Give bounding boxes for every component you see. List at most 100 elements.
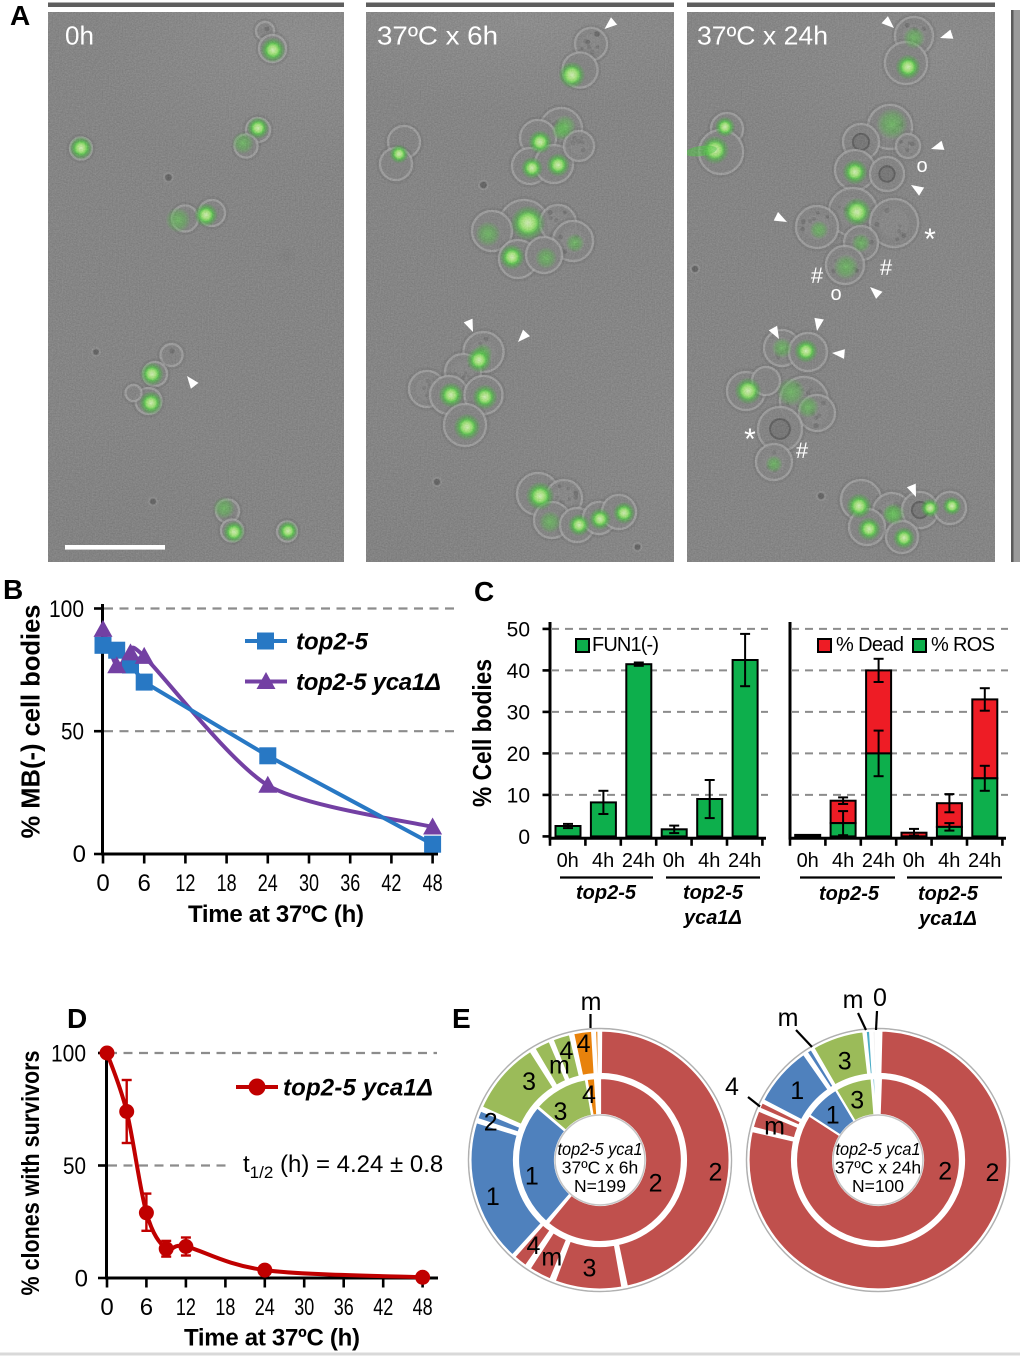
svg-text:Time at 37ºC (h): Time at 37ºC (h) <box>184 1325 360 1352</box>
svg-text:30: 30 <box>299 870 319 897</box>
svg-text:0h: 0h <box>557 850 579 872</box>
svg-text:top2-5: top2-5 <box>918 883 979 905</box>
svg-text:t1/2 (h) = 4.24 ± 0.8: t1/2 (h) = 4.24 ± 0.8 <box>243 1151 443 1182</box>
svg-text:4: 4 <box>582 1081 596 1109</box>
svg-text:m: m <box>764 1112 785 1140</box>
svg-text:4: 4 <box>559 1037 573 1065</box>
svg-text:0h: 0h <box>797 850 819 872</box>
svg-text:m: m <box>581 988 602 1016</box>
svg-text:top2-5: top2-5 <box>576 882 637 904</box>
svg-text:top2-5 yca1: top2-5 yca1 <box>836 1139 921 1159</box>
svg-text:1: 1 <box>790 1077 804 1105</box>
svg-text:0: 0 <box>518 826 530 849</box>
svg-text:top2-5 yca1Δ: top2-5 yca1Δ <box>283 1075 433 1102</box>
svg-text:37ºC x 6h: 37ºC x 6h <box>377 21 498 51</box>
svg-text:E: E <box>452 1003 471 1034</box>
svg-text:Time at 37ºC (h): Time at 37ºC (h) <box>188 901 364 928</box>
svg-text:37ºC x 24h: 37ºC x 24h <box>697 21 828 51</box>
svg-text:B: B <box>3 574 23 605</box>
svg-text:N=100: N=100 <box>852 1176 904 1196</box>
svg-text:0h: 0h <box>663 850 685 872</box>
svg-text:4: 4 <box>527 1232 541 1260</box>
svg-text:37ºC x 6h: 37ºC x 6h <box>562 1158 638 1178</box>
svg-text:A: A <box>10 0 30 31</box>
svg-text:top2-5: top2-5 <box>819 883 880 905</box>
svg-text:o: o <box>916 155 927 177</box>
svg-text:24: 24 <box>258 870 278 897</box>
svg-text:50: 50 <box>63 1153 86 1180</box>
svg-text:*: * <box>924 223 936 256</box>
svg-text:top2-5 yca1: top2-5 yca1 <box>558 1139 643 1159</box>
svg-text:yca1Δ: yca1Δ <box>683 907 742 929</box>
svg-text:36: 36 <box>334 1294 354 1321</box>
svg-text:36: 36 <box>340 870 360 897</box>
svg-text:18: 18 <box>215 1294 235 1321</box>
svg-text:4: 4 <box>725 1073 739 1101</box>
svg-text:20: 20 <box>507 743 530 766</box>
svg-text:100: 100 <box>51 1041 86 1068</box>
svg-text:0h: 0h <box>903 850 925 872</box>
svg-text:50: 50 <box>507 618 530 641</box>
svg-text:0: 0 <box>96 870 109 897</box>
svg-text:yca1Δ: yca1Δ <box>918 908 977 930</box>
svg-text:2: 2 <box>985 1159 999 1187</box>
svg-text:1: 1 <box>525 1163 539 1191</box>
svg-text:% ROS: % ROS <box>931 634 995 656</box>
svg-text:top2-5: top2-5 <box>683 882 744 904</box>
svg-text:12: 12 <box>176 1294 196 1321</box>
svg-text:48: 48 <box>413 1294 433 1321</box>
svg-text:3: 3 <box>838 1047 852 1075</box>
svg-text:1: 1 <box>826 1102 840 1130</box>
svg-text:3: 3 <box>583 1255 597 1283</box>
svg-text:0h: 0h <box>65 21 94 51</box>
svg-text:37ºC x 24h: 37ºC x 24h <box>835 1158 921 1178</box>
svg-text:24h: 24h <box>862 850 895 872</box>
svg-text:#: # <box>880 255 893 280</box>
svg-text:o: o <box>830 283 841 305</box>
svg-text:30: 30 <box>294 1294 314 1321</box>
svg-text:% clones with survivors: % clones with survivors <box>17 1051 45 1296</box>
svg-text:0: 0 <box>75 1266 88 1293</box>
svg-text:30: 30 <box>507 701 530 724</box>
svg-text:top2-5 yca1Δ: top2-5 yca1Δ <box>296 669 441 696</box>
svg-text:6: 6 <box>138 870 151 897</box>
svg-text:24: 24 <box>255 1294 275 1321</box>
svg-text:top2-5: top2-5 <box>296 629 369 656</box>
svg-text:% Dead: % Dead <box>836 634 904 656</box>
svg-text:24h: 24h <box>728 850 761 872</box>
svg-text:FUN1(-): FUN1(-) <box>592 634 659 656</box>
svg-text:2: 2 <box>484 1108 498 1136</box>
svg-text:4h: 4h <box>592 850 614 872</box>
svg-text:40: 40 <box>507 660 530 683</box>
svg-text:m: m <box>541 1244 562 1272</box>
svg-text:% MB(-) cell bodies: % MB(-) cell bodies <box>16 605 46 839</box>
svg-text:N=199: N=199 <box>574 1176 626 1196</box>
svg-text:42: 42 <box>373 1294 393 1321</box>
svg-text:4h: 4h <box>698 850 720 872</box>
svg-text:#: # <box>811 263 824 288</box>
svg-text:3: 3 <box>850 1087 864 1115</box>
svg-text:3: 3 <box>553 1098 567 1126</box>
svg-text:50: 50 <box>61 719 84 746</box>
svg-text:0: 0 <box>73 841 86 868</box>
svg-text:m: m <box>843 986 864 1014</box>
svg-text:D: D <box>67 1003 87 1034</box>
svg-text:% Cell bodies: % Cell bodies <box>467 659 497 807</box>
svg-text:4h: 4h <box>938 850 960 872</box>
svg-text:4h: 4h <box>832 850 854 872</box>
svg-text:100: 100 <box>49 596 84 623</box>
svg-text:4: 4 <box>577 1030 591 1058</box>
svg-text:10: 10 <box>507 784 530 807</box>
svg-text:2: 2 <box>708 1159 722 1187</box>
svg-text:42: 42 <box>381 870 401 897</box>
svg-text:3: 3 <box>522 1068 536 1096</box>
svg-text:12: 12 <box>175 870 195 897</box>
svg-text:C: C <box>474 576 494 607</box>
svg-text:2: 2 <box>938 1158 952 1186</box>
svg-text:0: 0 <box>873 984 887 1012</box>
svg-text:2: 2 <box>649 1170 663 1198</box>
svg-text:m: m <box>549 1051 570 1079</box>
svg-text:1: 1 <box>486 1183 500 1211</box>
svg-text:6: 6 <box>140 1294 153 1321</box>
svg-text:m: m <box>778 1004 799 1032</box>
